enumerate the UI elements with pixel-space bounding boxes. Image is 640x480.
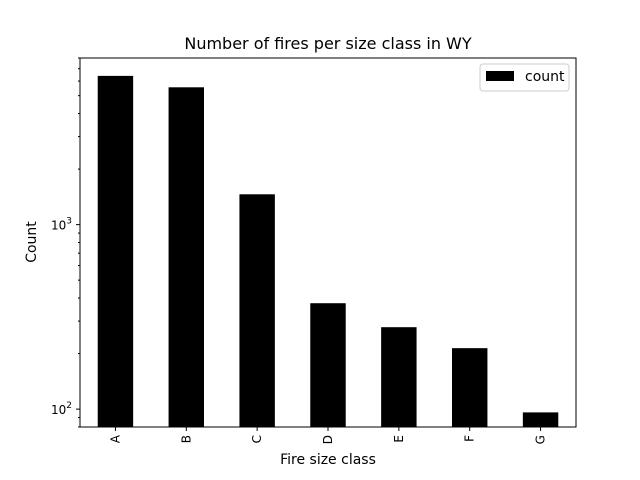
bar-E	[381, 327, 417, 427]
bar-D	[310, 303, 346, 427]
x-axis-ticks: A B C D E F G	[108, 427, 548, 444]
x-axis-label: Fire size class	[280, 452, 376, 468]
legend-label: count	[525, 69, 565, 85]
plot-frame	[79, 57, 577, 428]
x-tick-label: G	[534, 435, 548, 444]
bar-C	[239, 194, 275, 427]
bar-F	[452, 348, 488, 427]
x-tick-label: F	[463, 435, 477, 442]
x-tick-label: D	[321, 435, 335, 444]
bars	[97, 75, 559, 428]
legend-swatch	[486, 71, 514, 81]
legend: count	[479, 63, 570, 92]
y-axis-ticks: 102 103	[51, 57, 80, 428]
bar-G	[522, 412, 559, 427]
bar-A	[97, 75, 134, 428]
y-tick-label: 102	[51, 401, 72, 417]
bar-B	[168, 87, 204, 428]
chart-title: Number of fires per size class in WY	[184, 34, 472, 53]
x-tick-label: A	[108, 434, 122, 443]
legend-box	[479, 63, 570, 92]
y-tick-label: 103	[51, 217, 72, 233]
x-tick-label: C	[250, 435, 264, 443]
x-tick-label: E	[392, 435, 406, 443]
x-tick-label: B	[179, 435, 193, 443]
y-axis-label: Count	[24, 221, 40, 263]
